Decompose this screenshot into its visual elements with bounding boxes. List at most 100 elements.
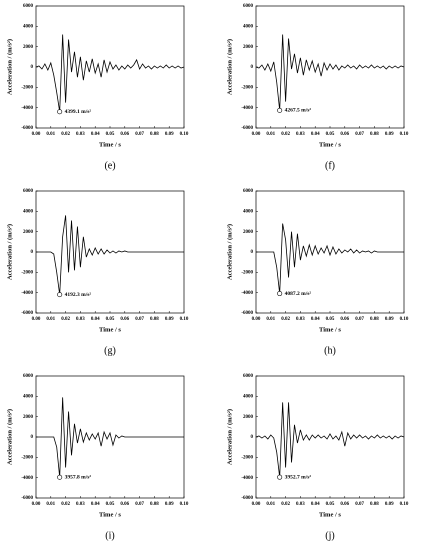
annotation: 4087.2 m/s² bbox=[285, 291, 312, 297]
x-tick-label: 0.07 bbox=[135, 132, 144, 137]
y-tick-label: -2000 bbox=[21, 85, 33, 90]
x-tick-label: 0.08 bbox=[370, 317, 379, 322]
min-marker bbox=[277, 474, 283, 480]
x-tick-label: 0.04 bbox=[311, 502, 320, 507]
y-tick-label: 4000 bbox=[23, 209, 34, 214]
x-tick-label: 0.05 bbox=[106, 502, 115, 507]
y-axis-label: Acceleration / (m/s²) bbox=[6, 39, 13, 95]
x-tick-label: 0.04 bbox=[91, 502, 100, 507]
x-tick-label: 0.06 bbox=[120, 502, 129, 507]
x-axis-label: Time / s bbox=[99, 511, 121, 518]
y-tick-label: 6000 bbox=[23, 374, 34, 379]
x-tick-label: 0.01 bbox=[266, 502, 275, 507]
y-tick-label: -2000 bbox=[21, 455, 33, 460]
x-tick-label: 0.02 bbox=[281, 502, 290, 507]
x-tick-label: 0.06 bbox=[340, 502, 349, 507]
x-tick-label: 0.00 bbox=[32, 502, 41, 507]
x-tick-label: 0.01 bbox=[46, 132, 55, 137]
x-tick-label: 0.05 bbox=[106, 132, 115, 137]
x-tick-label: 0.00 bbox=[252, 502, 261, 507]
signal-line bbox=[255, 402, 405, 478]
x-tick-label: 0.09 bbox=[385, 132, 394, 137]
min-marker bbox=[57, 474, 63, 480]
y-tick-label: 2000 bbox=[243, 45, 254, 50]
y-tick-label: -4000 bbox=[241, 106, 253, 111]
y-axis-label: Acceleration / (m/s²) bbox=[6, 224, 13, 280]
y-tick-label: -6000 bbox=[241, 311, 253, 316]
x-tick-label: 0.00 bbox=[32, 317, 41, 322]
panel: 0.00 0.01 0.02 0.03 0.04 0.05 0.06 0.07 0.08 0.09… bbox=[226, 4, 408, 171]
x-tick-label: 0.08 bbox=[150, 132, 159, 137]
panel: 0.00 0.01 0.02 0.03 0.04 0.05 0.06 0.07 0.08 0.09… bbox=[6, 374, 188, 541]
x-tick-label: 0.08 bbox=[370, 132, 379, 137]
x-tick-label: 0.09 bbox=[385, 317, 394, 322]
panel-label: (f) bbox=[325, 160, 335, 171]
y-tick-label: 0 bbox=[31, 250, 34, 255]
annotation: 4399.1 m/s² bbox=[65, 109, 92, 115]
y-tick-label: -4000 bbox=[241, 291, 253, 296]
x-tick-label: 0.10 bbox=[180, 317, 189, 322]
x-tick-label: 0.08 bbox=[150, 317, 159, 322]
y-tick-label: 0 bbox=[251, 435, 254, 440]
y-tick-label: 6000 bbox=[23, 4, 34, 9]
y-axis-label: Acceleration / (m/s²) bbox=[226, 224, 233, 280]
y-tick-label: 2000 bbox=[23, 230, 34, 235]
x-tick-label: 0.10 bbox=[180, 502, 189, 507]
x-tick-label: 0.04 bbox=[91, 132, 100, 137]
y-tick-label: 2000 bbox=[243, 415, 254, 420]
x-tick-label: 0.08 bbox=[370, 502, 379, 507]
x-tick-label: 0.02 bbox=[61, 132, 70, 137]
y-axis-label: Acceleration / (m/s²) bbox=[226, 39, 233, 95]
x-tick-label: 0.02 bbox=[281, 317, 290, 322]
y-tick-label: -6000 bbox=[21, 311, 33, 316]
x-tick-label: 0.04 bbox=[311, 132, 320, 137]
x-tick-label: 0.03 bbox=[296, 502, 305, 507]
min-marker bbox=[277, 291, 283, 297]
x-tick-label: 0.01 bbox=[266, 132, 275, 137]
x-tick-label: 0.03 bbox=[296, 317, 305, 322]
x-tick-label: 0.10 bbox=[400, 317, 409, 322]
x-tick-label: 0.00 bbox=[32, 132, 41, 137]
x-tick-label: 0.09 bbox=[165, 502, 174, 507]
min-marker bbox=[57, 109, 63, 115]
x-tick-label: 0.07 bbox=[355, 132, 364, 137]
y-axis-label: Acceleration / (m/s²) bbox=[226, 409, 233, 465]
panel: 0.00 0.01 0.02 0.03 0.04 0.05 0.06 0.07 0.08 0.09… bbox=[6, 4, 188, 171]
x-tick-label: 0.06 bbox=[340, 132, 349, 137]
y-tick-label: 0 bbox=[251, 65, 254, 70]
panel: 0.00 0.01 0.02 0.03 0.04 0.05 0.06 0.07 0.08 0.09… bbox=[226, 189, 408, 356]
x-tick-label: 0.01 bbox=[266, 317, 275, 322]
x-tick-label: 0.04 bbox=[311, 317, 320, 322]
x-tick-label: 0.06 bbox=[340, 317, 349, 322]
signal-line bbox=[35, 34, 185, 112]
annotation: 4192.3 m/s² bbox=[65, 292, 92, 298]
y-tick-label: 2000 bbox=[243, 230, 254, 235]
x-tick-label: 0.09 bbox=[165, 132, 174, 137]
x-axis-label: Time / s bbox=[319, 326, 341, 333]
y-tick-label: 2000 bbox=[23, 45, 34, 50]
x-tick-label: 0.03 bbox=[76, 317, 85, 322]
y-axis-label: Acceleration / (m/s²) bbox=[6, 409, 13, 465]
y-tick-label: -4000 bbox=[21, 106, 33, 111]
y-tick-label: -2000 bbox=[241, 85, 253, 90]
x-tick-label: 0.09 bbox=[165, 317, 174, 322]
x-tick-label: 0.07 bbox=[355, 317, 364, 322]
y-tick-label: -6000 bbox=[21, 496, 33, 501]
signal-line bbox=[36, 215, 184, 295]
x-tick-label: 0.02 bbox=[281, 132, 290, 137]
x-tick-label: 0.10 bbox=[180, 132, 189, 137]
x-axis-label: Time / s bbox=[99, 326, 121, 333]
y-tick-label: 2000 bbox=[23, 415, 34, 420]
y-tick-label: 6000 bbox=[243, 4, 254, 9]
y-tick-label: 6000 bbox=[23, 189, 34, 194]
signal-line bbox=[256, 223, 404, 294]
annotation: 3957.8 m/s² bbox=[65, 475, 92, 481]
y-tick-label: -2000 bbox=[241, 270, 253, 275]
x-tick-label: 0.03 bbox=[296, 132, 305, 137]
x-tick-label: 0.10 bbox=[400, 502, 409, 507]
x-tick-label: 0.07 bbox=[135, 317, 144, 322]
x-axis-label: Time / s bbox=[319, 511, 341, 518]
y-tick-label: 4000 bbox=[23, 394, 34, 399]
x-tick-label: 0.00 bbox=[252, 317, 261, 322]
